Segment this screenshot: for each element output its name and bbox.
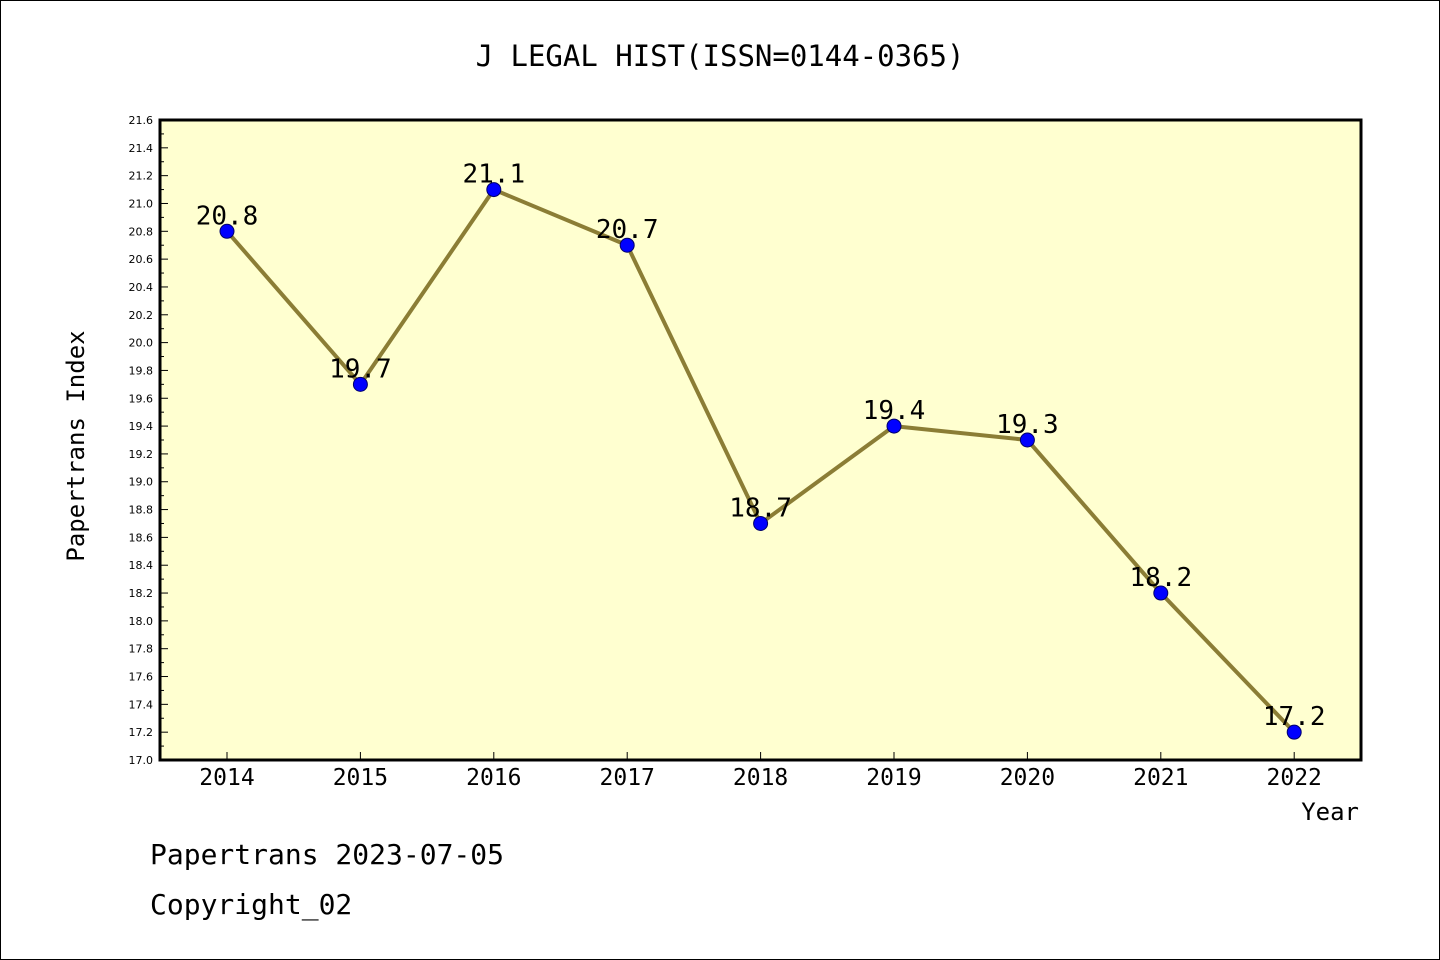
- x-tick-label: 2014: [199, 765, 254, 791]
- y-tick-label: 20.8: [129, 225, 154, 238]
- x-tick-label: 2015: [333, 765, 388, 791]
- y-tick-label: 17.2: [129, 726, 154, 739]
- data-labels: 20.8 19.7 21.1 20.7 18.7 19.4 19.3 18.2 17.2: [196, 160, 1326, 733]
- y-tick-label: 21.4: [129, 142, 154, 155]
- data-point: [1286, 724, 1302, 740]
- data-label: 20.7: [596, 215, 659, 245]
- data-label: 17.2: [1263, 702, 1326, 732]
- y-tick-label: 20.0: [129, 337, 154, 350]
- data-label: 19.4: [863, 396, 926, 426]
- x-tick-label: 2022: [1267, 765, 1322, 791]
- y-tick-label: 18.2: [129, 587, 154, 600]
- y-tick-label: 21.0: [129, 197, 154, 210]
- data-point: [1019, 432, 1035, 448]
- x-tick-label: 2020: [1000, 765, 1055, 791]
- x-tick-label: 2017: [600, 765, 655, 791]
- y-tick-label: 20.6: [129, 253, 154, 266]
- y-tick-label: 21.6: [129, 114, 154, 127]
- y-tick-label: 21.2: [129, 170, 154, 183]
- y-axis-title: Papertrans Index: [62, 330, 90, 561]
- data-label: 20.8: [196, 201, 259, 231]
- data-point: [352, 376, 368, 392]
- x-tick-label: 2019: [866, 765, 921, 791]
- y-tick-label: 17.6: [129, 671, 154, 684]
- y-tick-label: 20.4: [129, 281, 154, 294]
- y-tick-label: 19.8: [129, 364, 154, 377]
- y-tick-label: 18.8: [129, 504, 154, 517]
- data-point: [753, 515, 769, 531]
- series-group: [219, 182, 1302, 740]
- x-tick-label: 2016: [466, 765, 521, 791]
- y-tick-label: 18.4: [129, 559, 154, 572]
- y-tick-label: 17.0: [129, 754, 154, 767]
- data-label: 19.3: [996, 410, 1059, 440]
- plot-area: [158, 118, 1363, 762]
- data-point: [219, 223, 235, 239]
- y-tick-label: 19.4: [129, 420, 154, 433]
- x-tick-label: 2018: [733, 765, 788, 791]
- x-tick-label: 2021: [1133, 765, 1188, 791]
- chart-title: J LEGAL HIST(ISSN=0144-0365): [476, 39, 965, 73]
- y-tick-label: 19.6: [129, 392, 154, 405]
- data-label: 18.2: [1129, 563, 1192, 593]
- y-tick-label: 17.8: [129, 643, 154, 656]
- x-axis: 2014 2015 2016 2017 2018 2019 2020 2021 2022: [199, 752, 1322, 791]
- y-tick-label: 17.4: [129, 698, 154, 711]
- data-label: 19.7: [329, 354, 392, 384]
- data-point: [886, 418, 902, 434]
- footer-date: Papertrans 2023-07-05: [150, 838, 504, 871]
- y-tick-label: 19.0: [129, 476, 154, 489]
- y-tick-label: 19.2: [129, 448, 154, 461]
- x-axis-title: Year: [1301, 798, 1359, 826]
- data-point: [619, 237, 635, 253]
- data-label: 18.7: [729, 493, 792, 523]
- y-axis: 17.0 17.2 17.4 17.6 17.8 18.0 18.2 18.4 18.6 18.8…: [129, 114, 168, 767]
- data-point: [1153, 585, 1169, 601]
- y-tick-label: 20.2: [129, 309, 154, 322]
- y-tick-label: 18.6: [129, 531, 154, 544]
- data-label: 21.1: [462, 160, 525, 190]
- footer-copyright: Copyright_02: [150, 888, 352, 922]
- y-tick-label: 18.0: [129, 615, 154, 628]
- data-point: [486, 182, 502, 198]
